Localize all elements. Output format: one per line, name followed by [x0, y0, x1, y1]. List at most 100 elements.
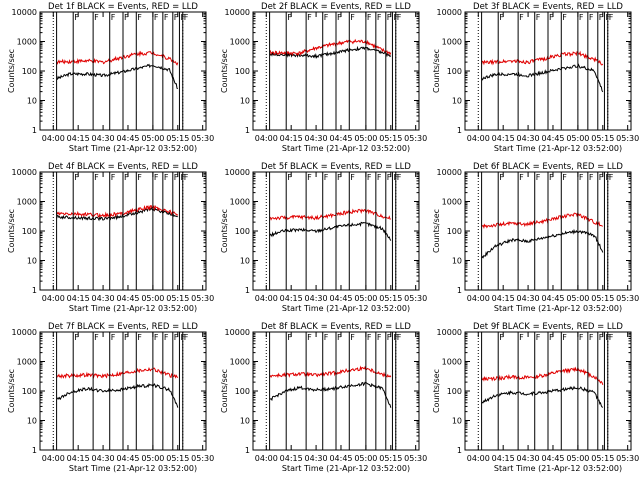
attenuator-mark: F — [579, 333, 584, 342]
panel-title: Det 7f BLACK = Events, RED = LLD — [48, 322, 198, 332]
attenuator-mark: F — [307, 173, 312, 182]
panel-title: Det 1f BLACK = Events, RED = LLD — [48, 2, 198, 12]
y-tick-label: 10 — [452, 417, 462, 426]
y-tick-label: 1 — [245, 286, 250, 295]
y-axis-label: Counts/sec — [220, 209, 229, 253]
x-tick-label: 05:30 — [616, 134, 639, 143]
x-tick-label: 05:15 — [166, 454, 189, 463]
lld-series-line — [269, 38, 392, 56]
attenuator-mark: F — [589, 173, 594, 182]
y-axis-label: Counts/sec — [220, 369, 229, 413]
attenuator-mark: F — [337, 173, 342, 182]
attenuator-mark: F — [174, 333, 179, 342]
attenuator-mark: F — [180, 173, 185, 182]
attenuator-mark: F — [579, 173, 584, 182]
x-axis-label: Start Time (21-Apr-12 03:52:00) — [494, 304, 622, 313]
x-tick-label: 05:30 — [616, 294, 639, 303]
y-tick-label: 1 — [32, 126, 37, 135]
x-tick-label: 04:15 — [280, 294, 303, 303]
attenuator-mark: F — [605, 333, 610, 342]
x-tick-label: 05:15 — [591, 134, 614, 143]
x-tick-label: 04:15 — [280, 454, 303, 463]
y-tick-label: 1 — [457, 286, 462, 295]
attenuator-mark: F — [536, 333, 541, 342]
attenuator-mark: F — [180, 13, 185, 22]
attenuator-mark: F — [94, 173, 99, 182]
attenuator-mark: F — [387, 333, 392, 342]
y-axis-label: Counts/sec — [7, 49, 16, 93]
y-tick-label: 1 — [32, 286, 37, 295]
panel-4: Det 4f BLACK = Events, RED = LLD 1 10 100 10… — [7, 162, 214, 313]
y-tick-label: 10 — [452, 97, 462, 106]
attenuator-mark: F — [287, 13, 292, 22]
attenuator-mark: F — [387, 13, 392, 22]
attenuator-mark: F — [350, 333, 355, 342]
lld-series-line — [56, 366, 179, 379]
panel-2: Det 2f BLACK = Events, RED = LLD 1 10 100 10… — [220, 2, 427, 153]
y-tick-label: 10 — [240, 97, 250, 106]
attenuator-mark: F — [111, 333, 116, 342]
panel-5: Det 5f BLACK = Events, RED = LLD 1 10 100 10… — [220, 162, 427, 313]
y-tick-label: 10000 — [225, 328, 250, 337]
y-tick-label: 100 — [447, 227, 462, 236]
events-series-line — [56, 383, 179, 408]
x-tick-label: 05:15 — [166, 294, 189, 303]
attenuator-mark: F — [124, 13, 129, 22]
y-axis-label: Counts/sec — [432, 209, 441, 253]
y-tick-label: 1000 — [230, 198, 250, 207]
panel-title: Det 8f BLACK = Events, RED = LLD — [261, 322, 411, 332]
attenuator-mark: F — [307, 333, 312, 342]
attenuator-mark: F — [137, 13, 142, 22]
events-series-line — [269, 221, 392, 241]
y-tick-label: 100 — [22, 67, 37, 76]
attenuator-mark: F — [609, 173, 614, 182]
x-tick-label: 04:15 — [492, 134, 515, 143]
attenuator-mark: F — [397, 173, 402, 182]
attenuator-mark: F — [549, 13, 554, 22]
y-tick-label: 100 — [447, 387, 462, 396]
x-axis-label: Start Time (21-Apr-12 03:52:00) — [282, 464, 410, 473]
x-tick-label: 04:30 — [92, 134, 115, 143]
y-tick-label: 1 — [245, 126, 250, 135]
x-tick-label: 04:15 — [67, 294, 90, 303]
attenuator-mark: F — [154, 13, 159, 22]
panel-title: Det 6f BLACK = Events, RED = LLD — [473, 162, 623, 172]
y-tick-label: 10000 — [437, 328, 462, 337]
lld-series-line — [481, 366, 604, 385]
x-tick-label: 04:45 — [541, 294, 564, 303]
lld-series-line — [56, 50, 179, 66]
y-tick-label: 10000 — [12, 168, 37, 177]
y-tick-label: 100 — [22, 387, 37, 396]
y-tick-label: 100 — [447, 67, 462, 76]
x-tick-label: 04:45 — [116, 134, 139, 143]
panel-9: Det 9f BLACK = Events, RED = LLD 1 10 100 10… — [432, 322, 639, 473]
attenuator-mark: F — [519, 13, 524, 22]
x-tick-label: 05:15 — [379, 454, 402, 463]
y-axis-label: Counts/sec — [432, 49, 441, 93]
attenuator-mark: F — [536, 173, 541, 182]
x-tick-label: 04:45 — [541, 134, 564, 143]
panel-title: Det 9f BLACK = Events, RED = LLD — [473, 322, 623, 332]
y-tick-label: 10 — [452, 257, 462, 266]
attenuator-mark: F — [137, 333, 142, 342]
attenuator-mark: F — [499, 333, 504, 342]
x-tick-label: 05:30 — [191, 454, 214, 463]
attenuator-mark: F — [599, 333, 604, 342]
x-axis-label: Start Time (21-Apr-12 03:52:00) — [69, 464, 197, 473]
attenuator-mark: F — [287, 333, 292, 342]
y-tick-label: 10000 — [437, 8, 462, 17]
attenuator-mark: F — [393, 173, 398, 182]
x-tick-label: 04:00 — [255, 454, 278, 463]
x-axis-label: Start Time (21-Apr-12 03:52:00) — [69, 144, 197, 153]
x-tick-label: 04:45 — [329, 454, 352, 463]
x-tick-label: 05:00 — [354, 294, 377, 303]
attenuator-mark: F — [94, 13, 99, 22]
attenuator-mark: F — [307, 13, 312, 22]
attenuator-mark: F — [536, 13, 541, 22]
attenuator-mark: F — [350, 13, 355, 22]
x-tick-label: 05:30 — [404, 454, 427, 463]
x-tick-label: 04:30 — [305, 134, 328, 143]
panel-1: Det 1f BLACK = Events, RED = LLD 1 10 100 10… — [7, 2, 214, 153]
x-tick-label: 04:45 — [116, 454, 139, 463]
attenuator-mark: F — [74, 333, 79, 342]
